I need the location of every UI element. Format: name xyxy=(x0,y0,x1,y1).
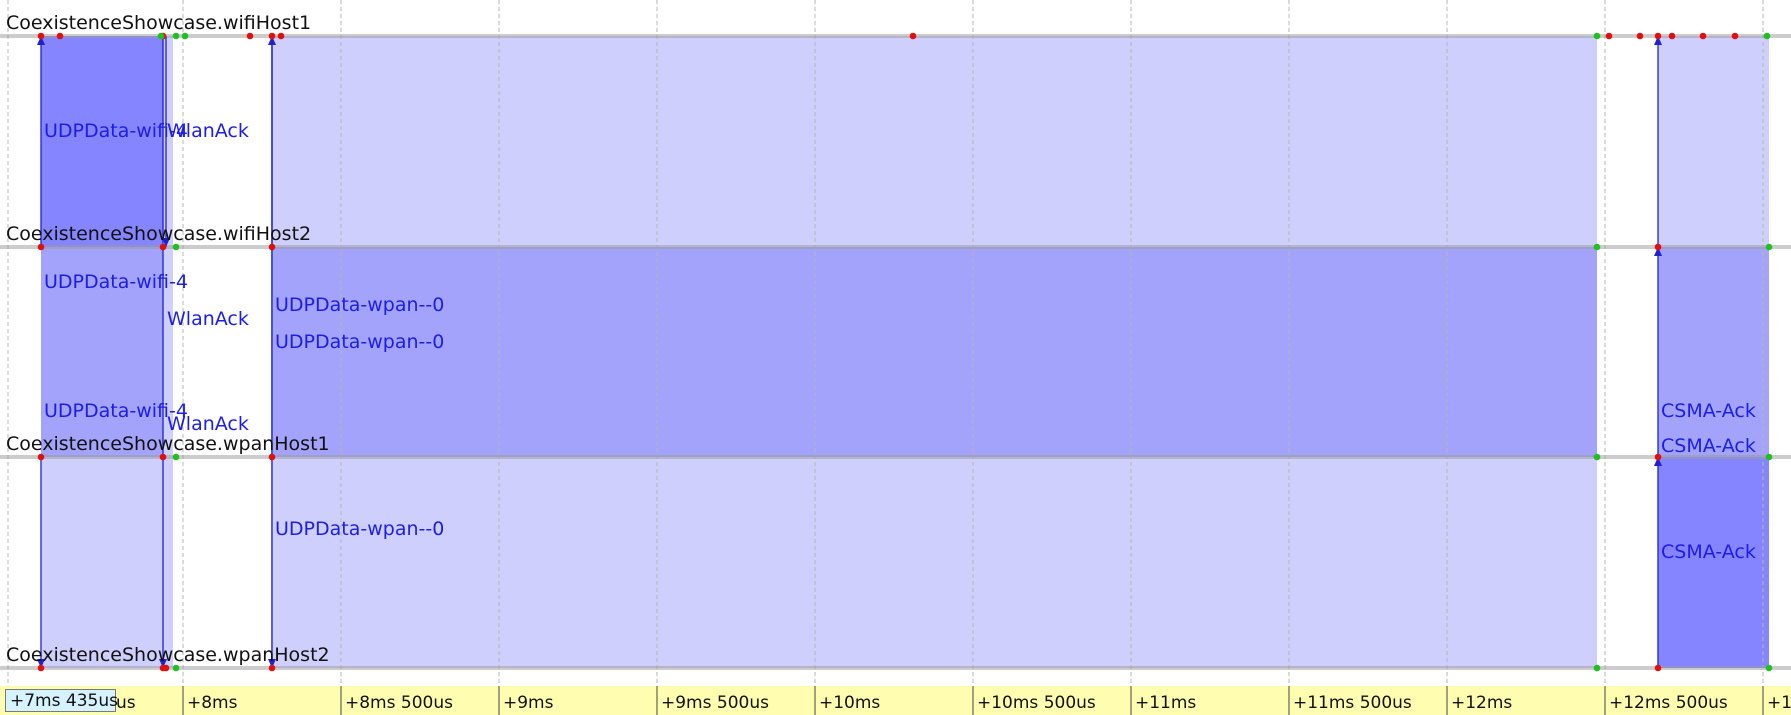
event-marker[interactable] xyxy=(909,32,917,40)
axis-tick-label: +10ms xyxy=(819,693,880,713)
time-cursor-box[interactable] xyxy=(5,689,116,712)
event-marker[interactable] xyxy=(268,664,276,672)
event-marker[interactable] xyxy=(37,453,45,461)
module-label-wpanhost1[interactable]: CoexistenceShowcase.wpanHost1 xyxy=(6,433,330,455)
module-label-wpanhost2[interactable]: CoexistenceShowcase.wpanHost2 xyxy=(6,644,330,666)
event-marker[interactable] xyxy=(1654,32,1662,40)
transmission-band[interactable] xyxy=(41,457,163,668)
event-marker[interactable] xyxy=(172,243,180,251)
event-marker[interactable] xyxy=(37,664,45,672)
event-marker[interactable] xyxy=(1765,664,1773,672)
event-marker[interactable] xyxy=(157,32,165,40)
event-marker[interactable] xyxy=(268,32,276,40)
arrowhead-icon xyxy=(159,659,167,668)
transmission-label: CSMA-Ack xyxy=(1661,541,1756,563)
event-marker[interactable] xyxy=(1654,664,1662,672)
arrowhead-icon xyxy=(1654,457,1662,466)
arrowhead-icon xyxy=(1654,36,1662,45)
arrowhead-icon xyxy=(162,238,170,247)
arrowhead-icon xyxy=(37,36,45,45)
transmission-label: WlanAck xyxy=(167,120,249,142)
axis-tick-label: +11ms 500us xyxy=(1293,693,1412,713)
transmission-band[interactable] xyxy=(271,36,1597,247)
transmission-label: UDPData-wifi-4 xyxy=(44,400,188,422)
event-marker[interactable] xyxy=(246,32,254,40)
axis-tick-label: +8ms 500us xyxy=(345,693,453,713)
event-marker[interactable] xyxy=(172,32,180,40)
arrowhead-icon xyxy=(37,659,45,668)
event-marker[interactable] xyxy=(172,453,180,461)
event-marker[interactable] xyxy=(37,243,45,251)
event-marker[interactable] xyxy=(1731,32,1739,40)
axis-tick-label: +1 xyxy=(1767,693,1791,713)
axis-tick-label: +9ms xyxy=(503,693,554,713)
axis-tick-label: +12ms 500us xyxy=(1609,693,1728,713)
axis-tick-label: +11ms xyxy=(1135,693,1196,713)
transmission-band[interactable] xyxy=(163,36,173,247)
axis-tick-label: +10ms 500us xyxy=(977,693,1096,713)
module-label-wifihost2[interactable]: CoexistenceShowcase.wifiHost2 xyxy=(6,223,311,245)
transmission-band[interactable] xyxy=(1658,457,1769,668)
transmission-label: WlanAck xyxy=(167,308,249,330)
transmission-band[interactable] xyxy=(271,247,1597,457)
event-marker[interactable] xyxy=(1654,453,1662,461)
module-label-wifihost1[interactable]: CoexistenceShowcase.wifiHost1 xyxy=(6,12,311,34)
transmission-label: UDPData-wpan--0 xyxy=(275,294,444,316)
transmission-band[interactable] xyxy=(1658,36,1769,247)
event-marker[interactable] xyxy=(1636,32,1644,40)
axis-tick-label: +9ms 500us xyxy=(661,693,769,713)
event-marker[interactable] xyxy=(1763,32,1771,40)
transmission-band[interactable] xyxy=(271,457,1597,668)
event-marker[interactable] xyxy=(1605,32,1613,40)
axis-tick-label: us xyxy=(116,693,136,713)
transmission-label: UDPData-wpan--0 xyxy=(275,518,444,540)
event-marker[interactable] xyxy=(1765,453,1773,461)
event-marker[interactable] xyxy=(159,453,167,461)
event-marker[interactable] xyxy=(277,32,285,40)
transmission-band[interactable] xyxy=(163,457,173,668)
event-marker[interactable] xyxy=(162,664,170,672)
event-marker[interactable] xyxy=(56,32,64,40)
event-marker[interactable] xyxy=(268,453,276,461)
transmission-label: UDPData-wpan--0 xyxy=(275,331,444,353)
event-marker[interactable] xyxy=(268,243,276,251)
transmission-label: WlanAck xyxy=(167,413,249,435)
event-marker[interactable] xyxy=(172,664,180,672)
transmission-band[interactable] xyxy=(41,247,163,457)
transmission-label: CSMA-Ack xyxy=(1661,435,1756,457)
event-marker[interactable] xyxy=(1668,32,1676,40)
event-marker[interactable] xyxy=(1593,243,1601,251)
event-marker[interactable] xyxy=(159,243,167,251)
axis-tick-label: +12ms xyxy=(1451,693,1512,713)
transmission-band[interactable] xyxy=(163,247,173,457)
event-marker[interactable] xyxy=(181,32,189,40)
transmission-label: CSMA-Ack xyxy=(1661,400,1756,422)
event-marker[interactable] xyxy=(1593,32,1601,40)
axis-tick-label: +8ms xyxy=(187,693,238,713)
transmission-band[interactable] xyxy=(1658,247,1769,457)
event-marker[interactable] xyxy=(1699,32,1707,40)
event-marker[interactable] xyxy=(1593,453,1601,461)
time-cursor-label: +7ms 435us xyxy=(10,691,118,711)
event-marker[interactable] xyxy=(1654,243,1662,251)
arrowhead-icon xyxy=(268,659,276,668)
event-marker[interactable] xyxy=(1593,664,1601,672)
transmission-label: UDPData-wifi-4 xyxy=(44,120,188,142)
time-axis[interactable]: us +8ms +8ms 500us +9ms +9ms 500us +10ms +10ms… xyxy=(0,686,1791,715)
event-marker[interactable] xyxy=(1765,243,1773,251)
event-marker[interactable] xyxy=(37,32,45,40)
transmission-label: UDPData-wifi-4 xyxy=(44,271,188,293)
arrowhead-icon xyxy=(1654,247,1662,256)
transmission-band[interactable] xyxy=(41,36,163,247)
